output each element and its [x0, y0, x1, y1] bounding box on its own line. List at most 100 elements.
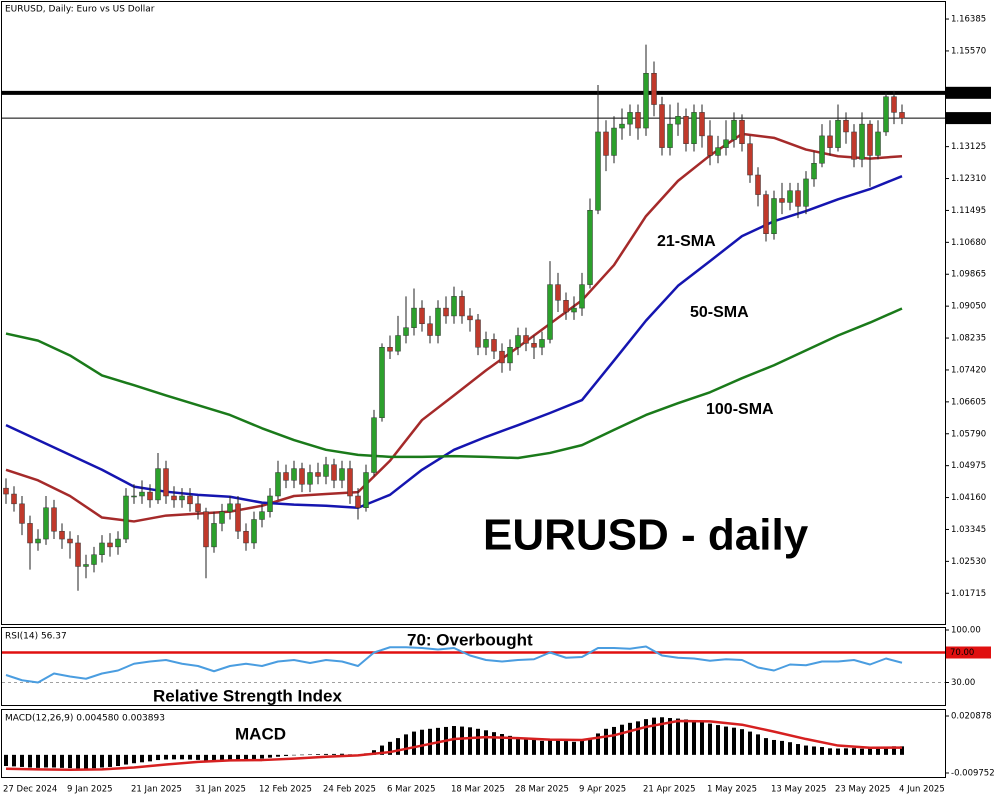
candle-body [667, 123, 673, 148]
price-label-bg [946, 86, 991, 99]
macd-bar [716, 725, 720, 755]
macd-bar [788, 742, 792, 755]
macd-bar [796, 744, 800, 755]
y-tick-label: 1.09865 [951, 270, 986, 280]
candle-body [555, 284, 561, 301]
macd-bar [308, 754, 312, 755]
candle-body [339, 468, 345, 481]
price-label-bg [946, 112, 991, 125]
candle-body [91, 554, 97, 565]
macd-bar [468, 727, 472, 755]
macd-bar [516, 737, 520, 755]
y-tick-label: 1.04160 [951, 493, 986, 503]
y-tick-label: 1.03345 [951, 525, 986, 535]
candle-body [635, 112, 641, 129]
macd-bar [460, 726, 464, 755]
macd-bar [52, 754, 56, 768]
candle-body [867, 123, 873, 156]
macd-bar [812, 746, 816, 755]
macd-bar [756, 734, 760, 755]
macd-bar [484, 730, 488, 755]
candle-body [507, 347, 513, 364]
candle-body [195, 503, 201, 512]
macd-bar [148, 754, 152, 762]
series-label: 50-SMA [690, 304, 749, 321]
macd-bar [420, 729, 424, 755]
candle-body [83, 564, 89, 567]
rsi-line [5, 645, 903, 684]
macd-bar [860, 748, 864, 755]
macd-bar [20, 754, 24, 767]
macd-bar [268, 754, 272, 758]
macd-bar [604, 728, 608, 755]
macd-bar [900, 746, 904, 755]
macd-bar [284, 754, 288, 756]
candle-body [379, 347, 385, 418]
candle-body [11, 493, 17, 505]
macd-bar [804, 745, 808, 755]
macd-bar [220, 754, 224, 761]
candle-body [179, 495, 185, 501]
macd-bar [164, 754, 168, 760]
macd-bar [732, 727, 736, 755]
series-label: 100-SMA [706, 401, 774, 418]
macd-bar [620, 724, 624, 755]
y-tick-label: 1.06605 [951, 397, 986, 407]
macd-bar [180, 754, 184, 760]
x-tick-label: 31 Jan 2025 [195, 785, 246, 795]
candle-body [603, 131, 609, 156]
annotation: Relative Strength Index [153, 686, 342, 705]
y-tick-label: 1.16385 [951, 15, 986, 25]
x-tick-label: 23 May 2025 [835, 785, 890, 795]
macd-bar [116, 754, 120, 767]
plot-layer: 1.16385 1.15570 1.13125 1.12310 1.11495 1.106… [2, 5, 995, 795]
macd-bar [316, 754, 320, 755]
macd-bar [324, 753, 328, 755]
candle-body [611, 127, 617, 156]
candle-body [283, 472, 289, 481]
candle-body [243, 530, 249, 544]
candle-body [619, 123, 625, 129]
level-label: 70.00 [950, 648, 974, 658]
candle-body [259, 511, 265, 520]
macd-bar [524, 738, 528, 755]
sma-line [5, 132, 903, 523]
macd-bar [644, 719, 648, 755]
candle-body [163, 468, 169, 497]
macd-bar [836, 748, 840, 755]
macd-bar [236, 754, 240, 760]
candle-body [723, 139, 729, 148]
macd-bar [508, 735, 512, 755]
candle-body [731, 119, 737, 141]
candle-body [795, 190, 801, 207]
macd-bar [572, 741, 576, 755]
candle-body [363, 472, 369, 508]
x-tick-label: 28 Mar 2025 [515, 785, 569, 795]
candle-body [747, 143, 753, 176]
candle-body [467, 315, 473, 321]
macd-bar [676, 718, 680, 755]
candle-body [483, 339, 489, 348]
candle-body [107, 542, 113, 548]
y-tick-label: 1.15570 [951, 46, 986, 56]
candle-body [451, 296, 457, 317]
macd-bar [204, 754, 208, 761]
macd-bar [532, 739, 536, 755]
candle-body [19, 503, 25, 524]
macd-bar [100, 754, 104, 768]
candle-body [523, 335, 529, 344]
candle-body [803, 178, 809, 207]
x-tick-label: 18 Mar 2025 [451, 785, 505, 795]
macd-panel [1, 709, 946, 778]
y-tick-label: 30.00 [951, 678, 975, 688]
x-tick-label: 4 Jun 2025 [899, 785, 945, 795]
macd-bar [852, 748, 856, 755]
candle-body [435, 307, 441, 336]
candle-body [219, 511, 225, 524]
macd-bar [76, 754, 80, 769]
candle-body [739, 119, 745, 144]
macd-bar [780, 740, 784, 755]
